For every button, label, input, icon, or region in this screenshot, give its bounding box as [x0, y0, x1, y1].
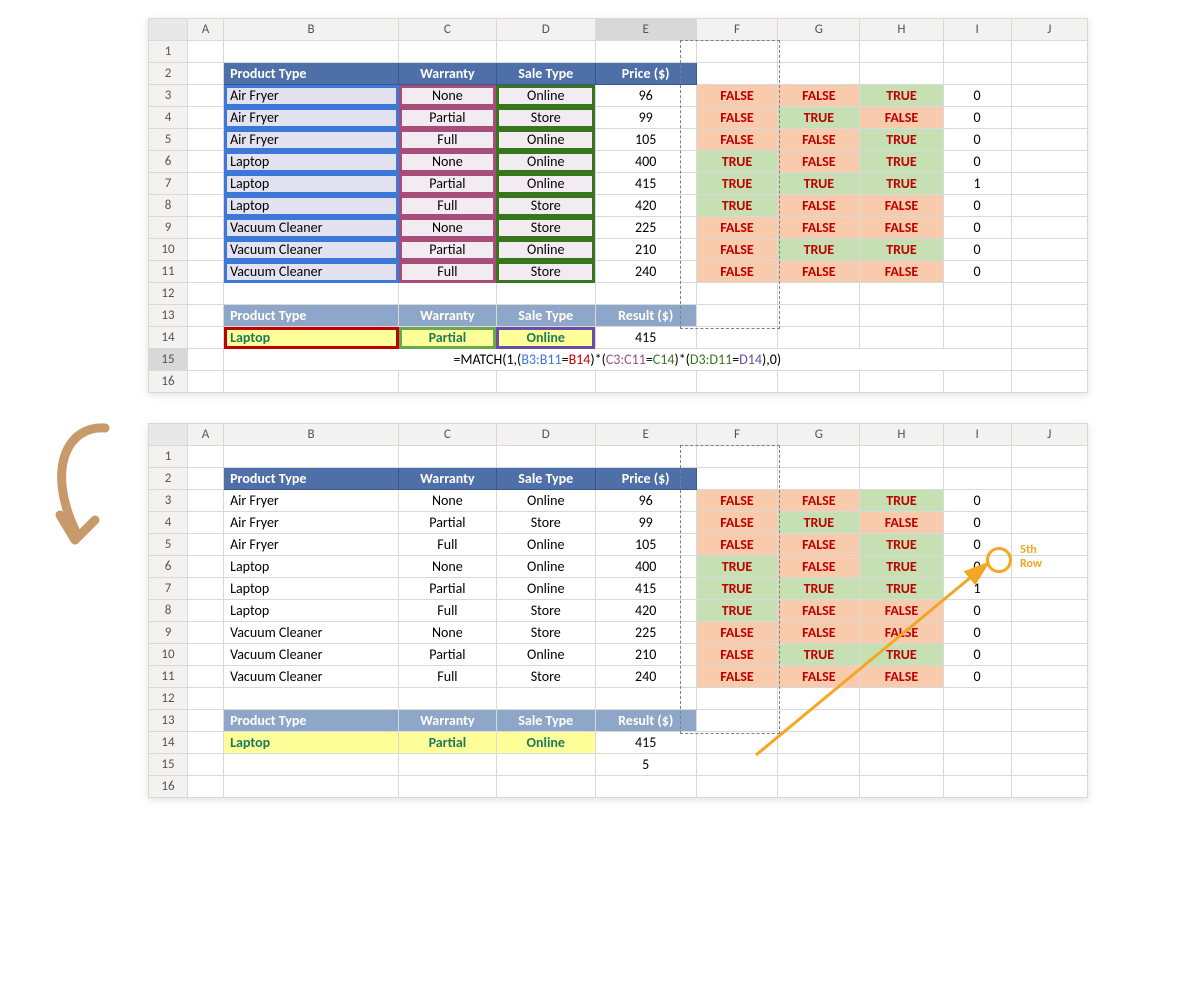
spreadsheet-grid-bottom[interactable]: A B C D E F G H I J 12 Product Type Warr… — [148, 423, 1088, 798]
col-A[interactable]: A — [187, 19, 223, 41]
col-D[interactable]: D — [496, 19, 595, 41]
cell-formula[interactable]: =MATCH(1,(B3:B11=B14)*(C3:C11=C14)*(D3:D… — [224, 349, 1012, 371]
table-row[interactable]: 7 Laptop Partial Online 415 TRUE TRUE TR… — [149, 578, 1088, 600]
table-row[interactable]: 5 Air Fryer Full Online 105 FALSE FALSE … — [149, 534, 1088, 556]
col-G[interactable]: G — [778, 19, 860, 41]
col-I[interactable]: I — [943, 19, 1011, 41]
col-F[interactable]: F — [696, 19, 778, 41]
sheet-bottom: A B C D E F G H I J 12 Product Type Warr… — [148, 423, 1088, 798]
table-row[interactable]: 10 Vacuum Cleaner Partial Online 210 FAL… — [149, 239, 1088, 261]
col-B[interactable]: B — [224, 19, 399, 41]
col-D[interactable]: D — [496, 424, 595, 446]
col-A[interactable]: A — [187, 424, 223, 446]
cell-result[interactable]: 5 — [595, 754, 696, 776]
table-row[interactable]: 4 Air Fryer Partial Store 99 FALSE TRUE … — [149, 512, 1088, 534]
col-I[interactable]: I — [943, 424, 1011, 446]
table-row[interactable]: 3 Air Fryer None Online 96 FALSE FALSE T… — [149, 490, 1088, 512]
col-C[interactable]: C — [399, 424, 497, 446]
spreadsheet-grid-top[interactable]: A B C D E F G H I J 12 Product Type Warr… — [148, 18, 1088, 393]
table-row[interactable]: 4 Air Fryer Partial Store 99 FALSE TRUE … — [149, 107, 1088, 129]
table-row[interactable]: 5 Air Fryer Full Online 105 FALSE FALSE … — [149, 129, 1088, 151]
table-row[interactable]: 8 Laptop Full Store 420 TRUE FALSE FALSE… — [149, 600, 1088, 622]
callout-text: 5thRow — [1020, 543, 1042, 571]
col-E[interactable]: E — [595, 19, 696, 41]
col-H[interactable]: H — [860, 19, 943, 41]
table-row[interactable]: 11 Vacuum Cleaner Full Store 240 FALSE F… — [149, 666, 1088, 688]
col-C[interactable]: C — [399, 19, 497, 41]
col-H[interactable]: H — [860, 424, 943, 446]
col-F[interactable]: F — [696, 424, 778, 446]
col-J[interactable]: J — [1011, 424, 1087, 446]
table-row[interactable]: 10 Vacuum Cleaner Partial Online 210 FAL… — [149, 644, 1088, 666]
transition-arrow — [20, 420, 140, 554]
table-row[interactable]: 7 Laptop Partial Online 415 TRUE TRUE TR… — [149, 173, 1088, 195]
highlight-circle — [986, 547, 1012, 573]
col-E[interactable]: E — [595, 424, 696, 446]
table-row[interactable]: 6 Laptop None Online 400 TRUE FALSE TRUE… — [149, 556, 1088, 578]
col-G[interactable]: G — [778, 424, 860, 446]
table-row[interactable]: 9 Vacuum Cleaner None Store 225 FALSE FA… — [149, 217, 1088, 239]
table-row[interactable]: 6 Laptop None Online 400 TRUE FALSE TRUE… — [149, 151, 1088, 173]
sheet-top: A B C D E F G H I J 12 Product Type Warr… — [148, 18, 1088, 393]
table-row[interactable]: 9 Vacuum Cleaner None Store 225 FALSE FA… — [149, 622, 1088, 644]
col-J[interactable]: J — [1011, 19, 1087, 41]
table-row[interactable]: 3 Air Fryer None Online 96 FALSE FALSE T… — [149, 85, 1088, 107]
col-B[interactable]: B — [224, 424, 399, 446]
table-row[interactable]: 11 Vacuum Cleaner Full Store 240 FALSE F… — [149, 261, 1088, 283]
table-row[interactable]: 8 Laptop Full Store 420 TRUE FALSE FALSE… — [149, 195, 1088, 217]
